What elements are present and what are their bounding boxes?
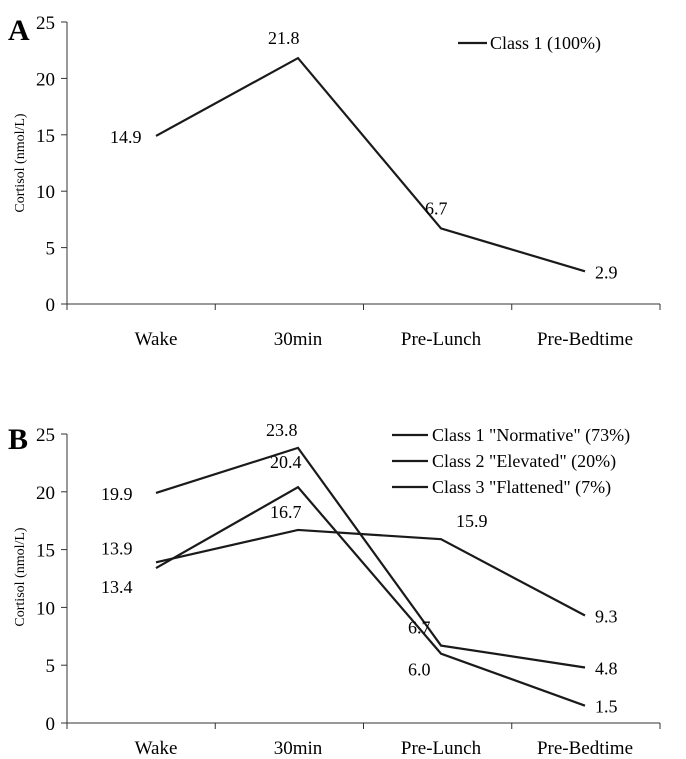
panel-b-data-label: 1.5 <box>595 697 618 717</box>
panel-b-y-tick-label: 0 <box>46 714 56 735</box>
panel-b-legend-label: Class 2 "Elevated" (20%) <box>432 451 616 472</box>
panel-b-series-1-line <box>155 485 586 707</box>
panel-b-category-label: 30min <box>274 738 323 759</box>
panel-b-data-label: 20.4 <box>270 452 302 472</box>
panel-b-legend-label: Class 3 "Flattened" (7%) <box>432 477 611 498</box>
panel-b-letter: B <box>8 423 28 456</box>
panel-b-category-label: Pre-Bedtime <box>537 738 633 759</box>
panel-b-y-tick-label: 20 <box>36 483 55 504</box>
panel-a-y-tick-label: 25 <box>36 13 55 34</box>
panel-a-y-tick-label: 5 <box>46 239 56 260</box>
panel-b-y-tick-label: 10 <box>36 598 55 619</box>
panel-b-category-label: Wake <box>135 738 178 759</box>
panel-a-data-label: 21.8 <box>268 28 300 48</box>
panel-b-data-label: 16.7 <box>270 502 302 522</box>
panel-b-y-tick-label: 15 <box>36 541 55 562</box>
panel-b-data-label: 23.8 <box>266 420 298 440</box>
panel-a-category-label: Pre-Bedtime <box>537 329 633 350</box>
panel-b-data-label: 13.4 <box>101 577 133 597</box>
panel-b-category-label: Pre-Lunch <box>401 738 482 759</box>
panel-b-data-label: 13.9 <box>101 538 133 558</box>
panel-b-y-tick-label: 5 <box>46 656 56 677</box>
panel-a-legend-label: Class 1 (100%) <box>490 33 601 54</box>
panel-a-category-label: 30min <box>274 329 323 350</box>
panel-a-category-label: Pre-Lunch <box>401 329 482 350</box>
panel-b-data-label: 9.3 <box>595 606 618 626</box>
panel-b-data-label: 6.7 <box>408 618 431 638</box>
panel-b-data-label: 19.9 <box>101 484 133 504</box>
panel-b-data-label: 15.9 <box>456 511 488 531</box>
panel-a-letter: A <box>8 14 30 47</box>
panel-a-data-label: 14.9 <box>110 127 142 147</box>
panel-a-series-1-line <box>155 56 586 273</box>
panel-b-series-3-line <box>155 528 586 617</box>
panel-b-data-label: 6.0 <box>408 660 431 680</box>
panel-a-category-label: Wake <box>135 329 178 350</box>
panel-b-legend-label: Class 1 "Normative" (73%) <box>432 425 630 446</box>
panel-a-y-tick-label: 0 <box>46 295 56 316</box>
panel-a-data-label: 6.7 <box>425 198 448 218</box>
panel-b-y-axis-title: Cortisol (nmol/L) <box>13 527 28 627</box>
panel-a-y-axis-title: Cortisol (nmol/L) <box>13 113 28 213</box>
panel-b-data-label: 4.8 <box>595 659 618 679</box>
panel-a-y-tick-label: 15 <box>36 126 55 147</box>
panel-b-series-2-line <box>155 446 586 669</box>
panel-a-y-tick-label: 20 <box>36 69 55 90</box>
panel-a-data-label: 2.9 <box>595 262 618 282</box>
panel-b-y-tick-label: 25 <box>36 425 55 446</box>
panel-a-y-tick-label: 10 <box>36 182 55 203</box>
